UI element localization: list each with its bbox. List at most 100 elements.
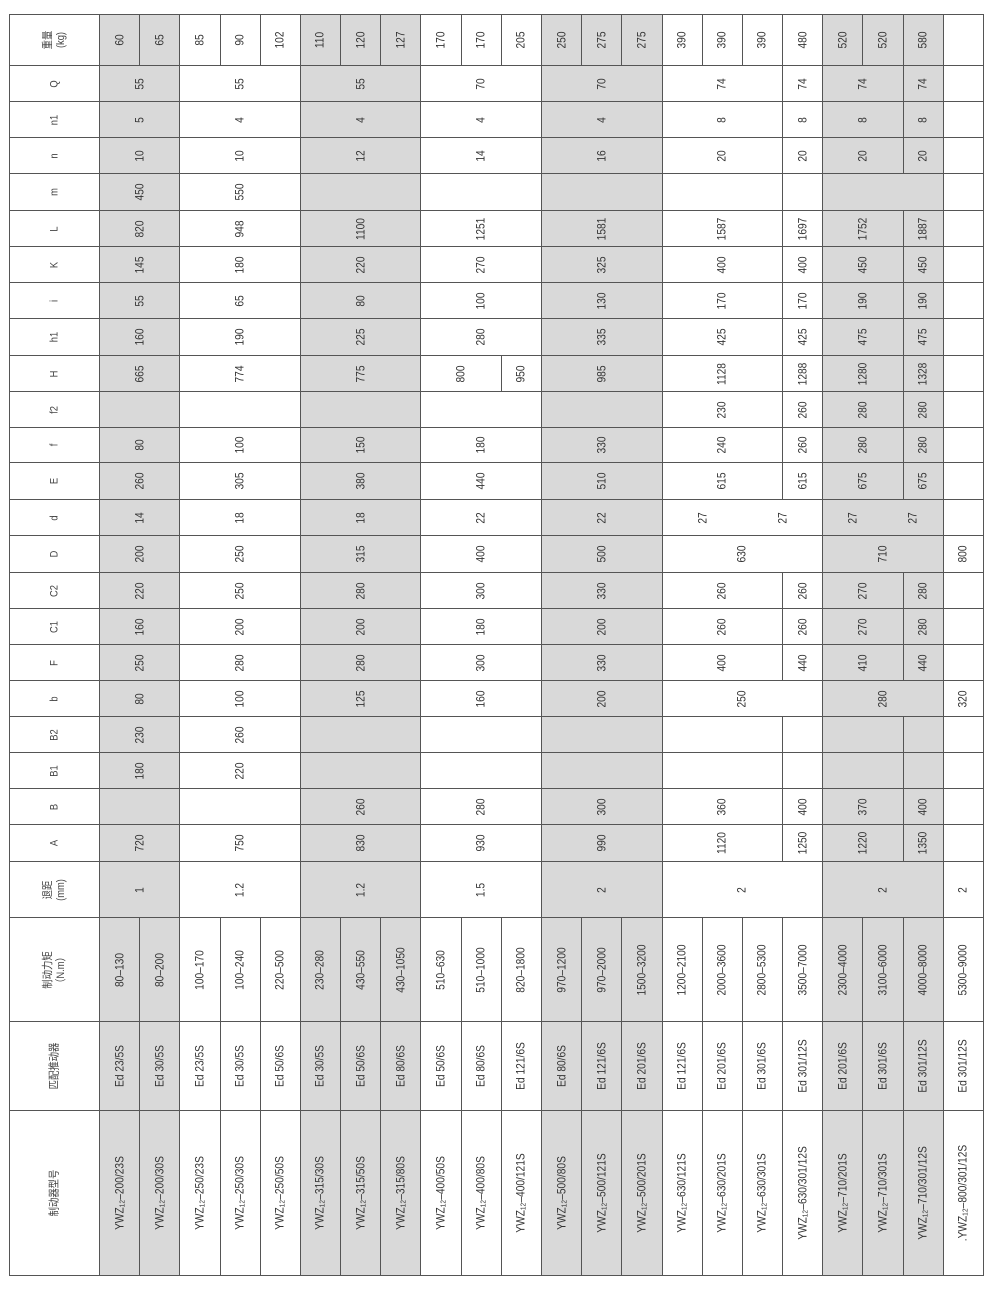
cell-m — [420, 173, 542, 211]
cell-value: 240 — [714, 436, 729, 454]
header-cell-n: n — [9, 137, 100, 174]
cell-value: Ed 50/6S — [353, 1045, 368, 1087]
cell-value: 230 — [714, 400, 729, 419]
cell-d-upper: 400 — [420, 535, 542, 573]
cell-i: 80 — [299, 282, 422, 319]
cell-n1: 8 — [661, 101, 784, 138]
cell-l — [942, 210, 984, 247]
cell-f2: 280 — [822, 391, 904, 428]
header-cell-model: 制动器型号 — [9, 1110, 100, 1276]
cell-value: 120 — [353, 31, 368, 49]
header-line: Q — [48, 79, 60, 88]
cell-value: 230–280 — [312, 949, 327, 990]
cell-pusher: Ed 23/5S — [99, 1021, 141, 1111]
cell-n: 16 — [541, 137, 663, 174]
cell-f — [942, 427, 984, 463]
cell-value: 280 — [855, 400, 870, 419]
cell-h1: 160 — [99, 318, 181, 356]
cell-b2 — [299, 716, 422, 753]
cell-clearance: 1.2 — [179, 861, 301, 918]
cell-value: 615 — [714, 472, 729, 490]
header-line: f2 — [48, 405, 60, 414]
header-cell-e: E — [9, 462, 100, 500]
cell-value: 305 — [232, 472, 247, 490]
cell-value: 450 — [855, 255, 870, 274]
header-label: n — [48, 153, 61, 158]
cell-value: 200 — [132, 545, 147, 563]
cell-values: 27 27 — [663, 500, 823, 535]
cell-b-upper: 370 — [822, 788, 904, 825]
cell-a: 750 — [179, 824, 301, 862]
header-label: B1 — [48, 765, 61, 776]
cell-value: 55 — [232, 77, 247, 90]
cell-value: 4 — [232, 116, 247, 123]
cell-value: 4 — [594, 116, 609, 123]
cell-f2 — [942, 391, 984, 428]
cell-braking-torque: 80–130 — [99, 917, 141, 1022]
cell-value: 280 — [915, 617, 930, 636]
cell-value: 335 — [594, 328, 609, 346]
cell-value: 160 — [473, 689, 488, 708]
cell-e: 305 — [179, 462, 301, 500]
cell-l: 948 — [179, 210, 301, 247]
cell-f-upper: 250 — [99, 644, 181, 681]
cell-d-upper: 250 — [179, 535, 301, 573]
cell-value: 260 — [795, 400, 810, 419]
cell-value: 400 — [795, 797, 810, 816]
cell-n1: 4 — [420, 101, 542, 138]
cell-model: YWZ₁₂–250/30S — [219, 1110, 261, 1276]
cell-f-upper: 300 — [420, 644, 542, 681]
cell-value: 950 — [513, 364, 528, 383]
cell-n1 — [942, 101, 984, 138]
cell-e: 260 — [99, 462, 181, 500]
cell-value: 260 — [795, 617, 810, 636]
cell-b1 — [782, 752, 824, 789]
cell-pusher: Ed 23/5S — [179, 1021, 221, 1111]
cell-value: YWZ₁₂–500/121S — [594, 1153, 609, 1233]
cell-f: 330 — [541, 427, 663, 463]
cell-value: 1.5 — [473, 882, 488, 897]
cell-value: 80 — [353, 294, 368, 307]
cell-model: YWZ₁₂–200/30S — [139, 1110, 181, 1276]
cell-b-upper: 400 — [782, 788, 824, 825]
cell-f: 180 — [420, 427, 542, 463]
cell-value: 430–1050 — [393, 946, 408, 993]
cell-pusher: Ed 80/6S — [460, 1021, 502, 1111]
cell-a — [942, 824, 984, 862]
cell-value: 3100–6000 — [875, 943, 890, 996]
cell-value: 1128 — [714, 362, 729, 385]
cell-l: 1581 — [541, 210, 663, 247]
cell-f2 — [541, 391, 663, 428]
cell-c1: 160 — [99, 608, 181, 645]
cell-value: 20 — [714, 149, 729, 162]
cell-f2: 280 — [902, 391, 944, 428]
cell-braking-torque: 100–240 — [219, 917, 261, 1022]
cell-braking-torque: 3500–7000 — [782, 917, 824, 1022]
cell-clearance: 2 — [661, 861, 824, 918]
header-label: F — [48, 660, 61, 666]
cell-n1: 8 — [782, 101, 824, 138]
header-cell-h1: h1 — [9, 318, 100, 356]
cell-c2: 280 — [902, 572, 944, 609]
cell-value: 100 — [232, 436, 247, 454]
cell-weight: 85 — [179, 14, 221, 66]
cell-value: 390 — [754, 31, 769, 49]
cell-value: 18 — [232, 511, 247, 524]
cell-d-upper: 800 — [942, 535, 984, 573]
header-label: n1 — [48, 114, 61, 124]
cell-value: Ed 301/6S — [754, 1042, 769, 1090]
header-label: D — [48, 551, 61, 558]
header-line: m — [48, 188, 60, 196]
cell-value: 800 — [955, 545, 970, 563]
cell-value: 170 — [473, 31, 488, 49]
cell-f2 — [99, 391, 181, 428]
cell-value: 425 — [714, 328, 729, 346]
cell-m: 450 — [99, 173, 181, 211]
cell-value: 90 — [232, 34, 247, 46]
cell-a: 990 — [541, 824, 663, 862]
cell-q: 70 — [541, 65, 663, 102]
cell-n: 20 — [902, 137, 944, 174]
cell-value: 430–550 — [353, 949, 368, 990]
cell-value: 170 — [795, 291, 810, 310]
cell-k: 450 — [822, 246, 904, 283]
